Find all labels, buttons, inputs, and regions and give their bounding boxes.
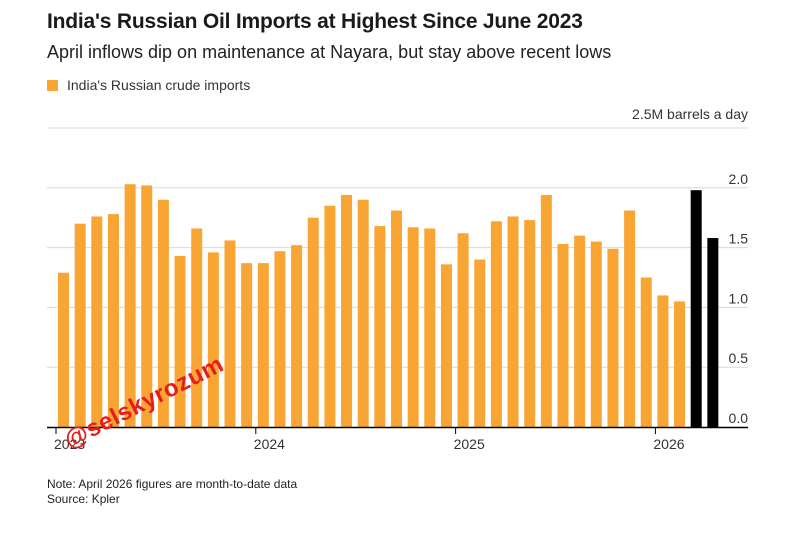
bar [157, 199, 169, 427]
note-text: Note: April 2026 figures are month-to-da… [47, 477, 298, 491]
x-tick-label: 2026 [653, 436, 684, 452]
bar [590, 241, 602, 427]
y-tick-label: 1.0 [729, 290, 749, 306]
bar [191, 228, 203, 427]
bar [624, 210, 636, 427]
bar [274, 251, 286, 427]
bar [407, 227, 419, 427]
y-tick-label: 0.5 [729, 350, 749, 366]
bar [174, 255, 186, 427]
footnotes: Note: April 2026 figures are month-to-da… [47, 477, 297, 507]
bar [440, 264, 452, 427]
chart-subtitle: April inflows dip on maintenance at Naya… [47, 42, 612, 62]
bar [141, 185, 153, 427]
bar [507, 216, 519, 427]
legend-label: India's Russian crude imports [67, 77, 251, 93]
bar [341, 194, 353, 427]
y-tick-label: 2.0 [729, 171, 749, 187]
bar [391, 210, 402, 427]
legend-swatch [47, 79, 58, 91]
bar [490, 221, 502, 427]
bar [257, 263, 269, 427]
bar [224, 240, 236, 427]
bar [307, 217, 319, 427]
chart-title: India's Russian Oil Imports at Highest S… [47, 10, 583, 33]
x-tick-label: 2023 [54, 436, 85, 452]
bar [291, 245, 303, 427]
bar [241, 263, 253, 427]
bar [124, 184, 136, 427]
bar [374, 226, 386, 427]
bars [58, 184, 719, 427]
y-tick-label: 0.0 [729, 410, 749, 426]
bar [657, 295, 669, 427]
bar [574, 235, 586, 427]
bar [58, 272, 69, 427]
bar [640, 277, 652, 427]
legend: India's Russian crude imports [47, 77, 250, 93]
bar [457, 233, 469, 427]
bar [707, 238, 719, 427]
bar [74, 223, 86, 427]
bar [690, 190, 702, 427]
bar [474, 259, 486, 427]
bar [324, 205, 336, 427]
x-tick-label: 2024 [254, 436, 285, 452]
source-text: Source: Kpler [47, 492, 120, 506]
x-tick-label: 2025 [454, 436, 485, 452]
y-tick-label: 1.5 [729, 231, 749, 247]
y-tick-labels: 2.0 1.5 1.0 0.5 0.0 [729, 171, 749, 426]
bar [357, 199, 369, 427]
bar [557, 244, 569, 427]
bar [607, 248, 619, 427]
bar [674, 301, 686, 427]
bar [524, 220, 536, 427]
y-axis-unit-label: 2.5M barrels a day [632, 106, 748, 122]
bar [91, 216, 103, 427]
bar [207, 252, 219, 427]
bar [540, 194, 552, 427]
x-axis: 2023 2024 2025 2026 [47, 426, 748, 452]
bar [107, 214, 119, 427]
bar [424, 228, 436, 427]
